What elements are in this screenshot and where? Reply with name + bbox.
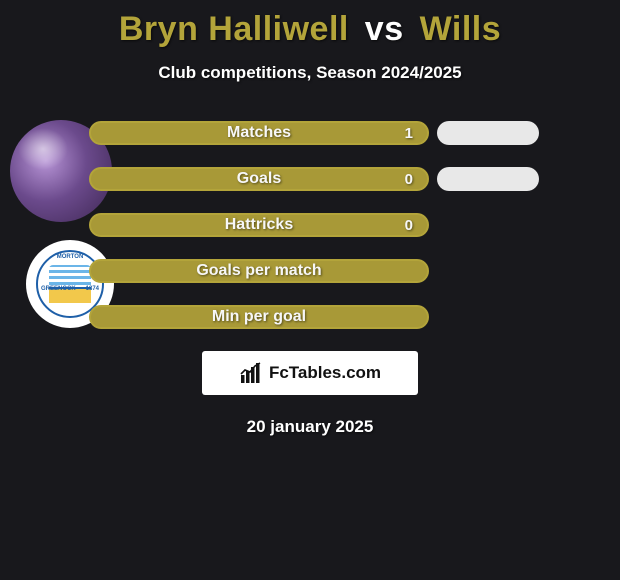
date-label: 20 january 2025	[0, 417, 620, 437]
chart-icon	[239, 361, 263, 385]
stat-pill-p1: Goals0	[89, 167, 429, 191]
player2-name: Wills	[420, 10, 502, 48]
stat-row: Min per goal	[0, 305, 620, 329]
stats-table: Matches1Goals0Hattricks0Goals per matchM…	[0, 121, 620, 329]
stat-pill-p2	[437, 259, 539, 283]
stat-pill-p2	[437, 167, 539, 191]
stat-label: Min per goal	[91, 308, 427, 326]
stat-pill-p1: Min per goal	[89, 305, 429, 329]
stat-label: Goals per match	[91, 262, 427, 280]
stat-row: Matches1	[0, 121, 620, 145]
footer-brand: FcTables.com	[202, 351, 418, 395]
stat-label: Matches	[91, 124, 427, 142]
stat-value-p1: 0	[405, 217, 413, 234]
stat-label: Goals	[91, 170, 427, 188]
stat-pill-p1: Goals per match	[89, 259, 429, 283]
stat-row: Goals per match	[0, 259, 620, 283]
player1-name: Bryn Halliwell	[119, 10, 349, 48]
comparison-title: Bryn Halliwell vs Wills	[0, 0, 620, 49]
stat-pill-p2	[437, 305, 539, 329]
stat-pill-p1: Matches1	[89, 121, 429, 145]
stat-pill-p1: Hattricks0	[89, 213, 429, 237]
footer-brand-text: FcTables.com	[269, 363, 381, 383]
stat-pill-p2	[437, 213, 539, 237]
stat-pill-p2	[437, 121, 539, 145]
stat-row: Goals0	[0, 167, 620, 191]
subtitle: Club competitions, Season 2024/2025	[0, 63, 620, 83]
stat-label: Hattricks	[91, 216, 427, 234]
stat-value-p1: 0	[405, 171, 413, 188]
stat-value-p1: 1	[405, 125, 413, 142]
stat-row: Hattricks0	[0, 213, 620, 237]
vs-label: vs	[365, 10, 404, 48]
